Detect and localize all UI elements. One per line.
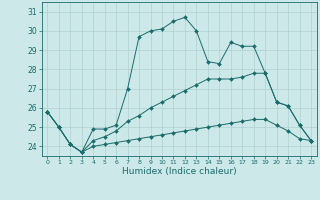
X-axis label: Humidex (Indice chaleur): Humidex (Indice chaleur) [122,167,236,176]
